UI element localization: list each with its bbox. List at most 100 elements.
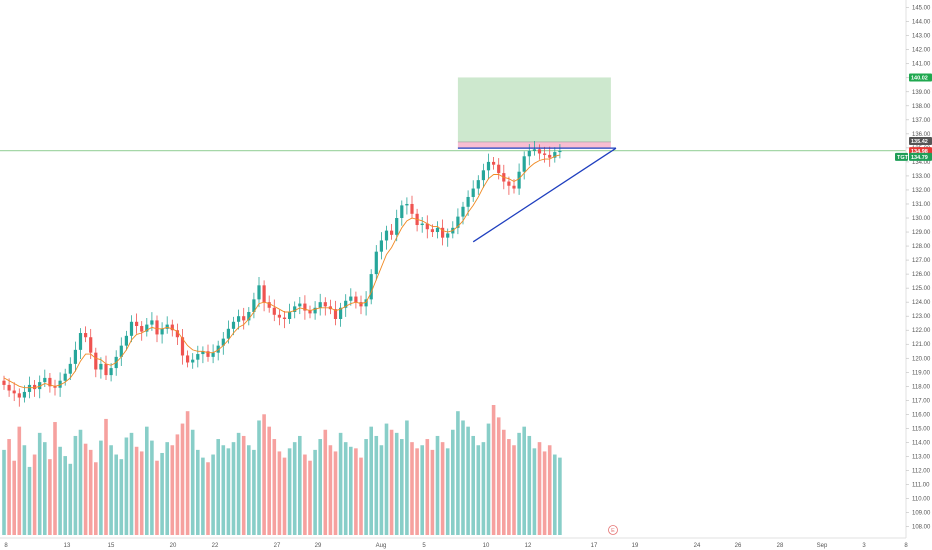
candle-body xyxy=(206,351,210,357)
time-axis[interactable]: 8 13 15 20 22 27 29 Aug 5 10 12 17 19 24 26 28 Sep 3 8 xyxy=(4,543,908,549)
candle-body xyxy=(109,368,113,376)
candle-body xyxy=(374,251,378,275)
price-tick-label: 122.00 xyxy=(912,328,931,334)
volume-bar xyxy=(145,426,149,535)
candle-body xyxy=(543,153,547,155)
candle-body xyxy=(150,320,154,325)
volume-bar xyxy=(114,454,118,535)
candle-body xyxy=(175,330,179,338)
price-tick-label: 128.00 xyxy=(912,244,931,250)
volume-bar xyxy=(73,435,78,535)
volume-bar xyxy=(262,414,266,535)
price-tick-label: 118.00 xyxy=(912,384,931,390)
volume-bar xyxy=(338,432,343,535)
candle-body xyxy=(262,285,266,303)
volume-bar xyxy=(435,435,440,535)
candle-body xyxy=(430,229,434,233)
time-tick-label: 28 xyxy=(777,543,784,549)
candle-body xyxy=(318,302,322,308)
volume-bar xyxy=(206,462,210,535)
price-tick-label: 142.00 xyxy=(912,48,931,54)
candle-body xyxy=(221,338,225,346)
volume-bar xyxy=(522,426,526,535)
candle-body xyxy=(339,307,343,319)
volume-bar xyxy=(445,448,450,535)
candle-body xyxy=(99,363,103,370)
candle-body xyxy=(400,205,404,219)
volume-bar xyxy=(394,432,399,535)
volume-bar xyxy=(94,462,98,535)
candle-body xyxy=(446,233,450,238)
time-tick-label: 5 xyxy=(422,543,426,549)
candle-body xyxy=(186,355,190,363)
volume-bar xyxy=(456,411,460,535)
candle-body xyxy=(38,382,42,390)
price-tick-label: 139.00 xyxy=(912,90,931,96)
price-tick-label: 134.00 xyxy=(912,160,931,166)
volume-bars xyxy=(2,405,562,535)
volume-bar xyxy=(517,432,521,535)
volume-bar xyxy=(481,442,486,535)
trendline xyxy=(457,147,617,243)
candle-body xyxy=(395,218,399,235)
price-tick-label: 130.00 xyxy=(912,216,931,222)
candle-body xyxy=(548,154,552,158)
volume-bar xyxy=(22,445,27,535)
candle-body xyxy=(135,321,139,327)
volume-bar xyxy=(7,439,11,535)
price-tick-label: 127.00 xyxy=(912,258,931,264)
price-tick-label: 119.00 xyxy=(912,370,931,376)
candle-body xyxy=(512,185,516,189)
candle-body xyxy=(226,328,230,339)
candle-body xyxy=(420,223,424,226)
price-tick-label: 143.00 xyxy=(912,34,931,40)
volume-bar xyxy=(542,451,547,535)
volume-bar xyxy=(129,432,134,535)
candle-body xyxy=(27,384,32,392)
volume-bar xyxy=(43,442,47,535)
time-tick-label: 26 xyxy=(735,543,742,549)
candle-body xyxy=(527,150,531,157)
candle-body xyxy=(354,296,358,303)
volume-bar xyxy=(257,420,261,535)
volume-bar xyxy=(190,429,195,535)
price-tick-label: 112.00 xyxy=(912,468,931,474)
candle-body xyxy=(53,386,57,388)
volume-bar xyxy=(425,439,430,535)
candle-body xyxy=(390,230,394,235)
volume-bar xyxy=(282,457,287,535)
volume-bar xyxy=(32,454,37,535)
candle-body xyxy=(272,307,276,315)
volume-bar xyxy=(343,442,348,535)
volume-bar xyxy=(170,445,175,535)
volume-bar xyxy=(359,457,363,535)
candle-body xyxy=(73,349,77,364)
candle-body xyxy=(237,316,241,322)
candle-body xyxy=(7,384,11,391)
price-tick-label: 126.00 xyxy=(912,272,931,278)
candle-body xyxy=(497,164,501,174)
candle-body xyxy=(471,188,475,197)
volume-bar xyxy=(139,451,144,535)
volume-bar xyxy=(17,426,22,535)
candle-body xyxy=(282,317,287,319)
volume-bar xyxy=(155,460,159,535)
volume-bar xyxy=(502,429,506,535)
volume-bar xyxy=(553,454,557,535)
price-tick-label: 144.00 xyxy=(912,20,931,26)
price-tick-label: 138.00 xyxy=(912,104,931,110)
candle-body xyxy=(170,324,174,331)
earnings-marker[interactable]: E xyxy=(608,525,618,535)
price-tick-label: 109.00 xyxy=(912,511,931,517)
price-tag xyxy=(909,136,932,145)
candle-body xyxy=(410,203,414,214)
volume-bar xyxy=(165,442,169,535)
price-tag-label: 134.79 xyxy=(911,155,928,161)
candle-body xyxy=(303,303,307,311)
volume-bar xyxy=(99,440,103,535)
time-tick-label: 15 xyxy=(108,543,115,549)
candle-body xyxy=(456,216,460,228)
volume-bar xyxy=(420,445,424,535)
